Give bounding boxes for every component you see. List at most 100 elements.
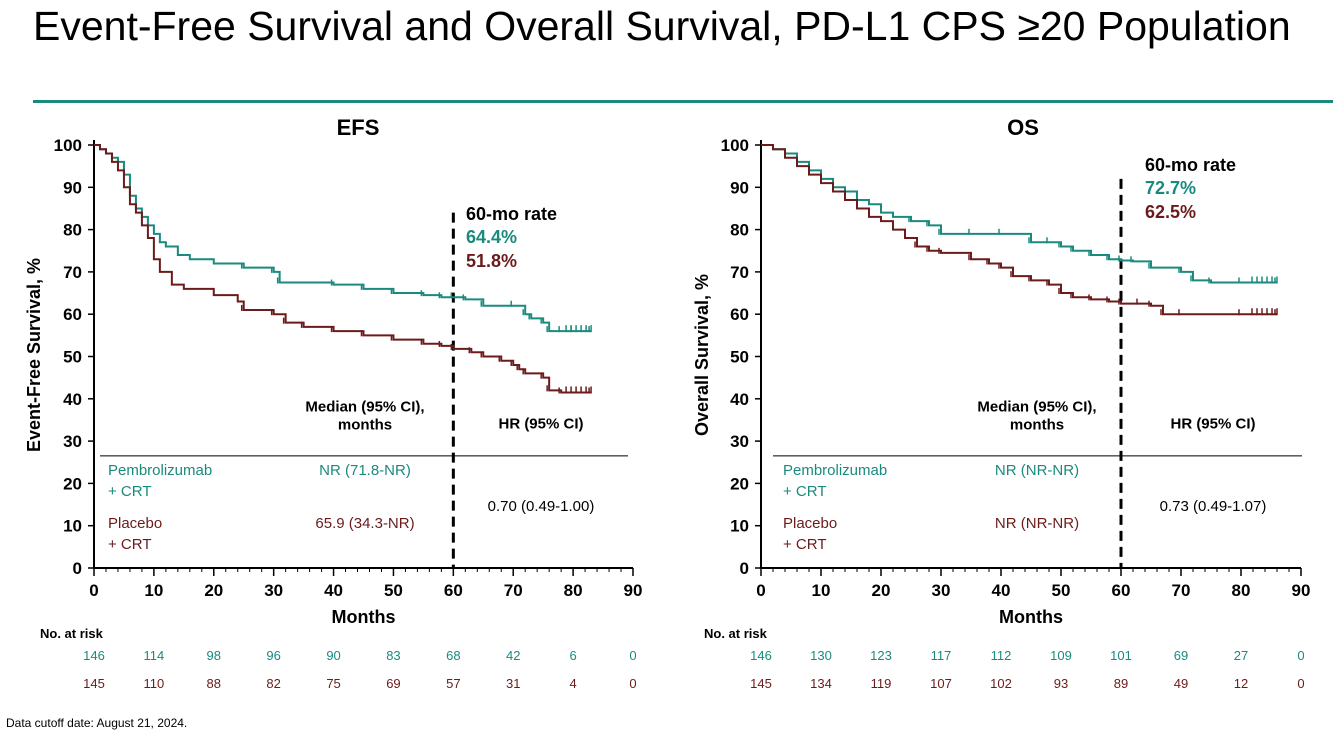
y-tick-label: 20 (63, 474, 82, 493)
x-tick-label: 60 (444, 581, 463, 600)
y-tick-label: 90 (63, 178, 82, 197)
km-curve-pembro (761, 144, 1277, 284)
at-risk-pembro: 69 (1174, 648, 1188, 663)
x-tick-label: 0 (89, 581, 98, 600)
x-tick-label: 0 (756, 581, 765, 600)
at-risk-pembro: 96 (266, 648, 280, 663)
y-tick-label: 20 (730, 474, 749, 493)
at-risk-placebo: 93 (1054, 676, 1068, 691)
arm-label-pembro-line2: + CRT (108, 483, 151, 500)
x-tick-label: 80 (564, 581, 583, 600)
x-axis-label: Months (332, 607, 396, 627)
arm-label-placebo: Placebo (783, 515, 837, 532)
x-tick-label: 90 (624, 581, 643, 600)
median-header-line2: months (338, 417, 392, 434)
median-pembro: NR (NR-NR) (995, 462, 1079, 479)
y-axis-label: Overall Survival, % (692, 274, 712, 436)
x-axis-label: Months (999, 607, 1063, 627)
at-risk-placebo: 4 (569, 676, 576, 691)
x-tick-label: 90 (1292, 581, 1311, 600)
km-curve-placebo (94, 144, 592, 394)
at-risk-pembro: 146 (83, 648, 105, 663)
arm-label-placebo: Placebo (108, 515, 162, 532)
x-tick-label: 50 (1052, 581, 1071, 600)
km-curve-placebo (761, 144, 1277, 316)
y-tick-label: 50 (730, 348, 749, 367)
km-curve-pembro (94, 144, 592, 333)
median-header-line2: months (1010, 417, 1064, 434)
chart-title: OS (1007, 115, 1039, 140)
y-tick-label: 100 (54, 136, 82, 155)
at-risk-placebo: 0 (629, 676, 636, 691)
at-risk-placebo: 75 (326, 676, 340, 691)
at-risk-placebo: 31 (506, 676, 520, 691)
at-risk-placebo: 145 (750, 676, 772, 691)
at-risk-pembro: 83 (386, 648, 400, 663)
at-risk-pembro: 109 (1050, 648, 1072, 663)
y-tick-label: 100 (721, 136, 749, 155)
at-risk-pembro: 6 (569, 648, 576, 663)
arm-label-placebo-line2: + CRT (783, 536, 826, 553)
chart-title: EFS (337, 115, 380, 140)
hr-header: HR (95% CI) (1170, 415, 1255, 432)
median-placebo: NR (NR-NR) (995, 515, 1079, 532)
arm-label-pembro: Pembrolizumab (783, 462, 887, 479)
at-risk-pembro: 112 (991, 648, 1012, 663)
at-risk-pembro: 90 (326, 648, 340, 663)
y-tick-label: 70 (63, 263, 82, 282)
at-risk-pembro: 27 (1234, 648, 1248, 663)
x-tick-label: 40 (324, 581, 343, 600)
at-risk-placebo: 119 (871, 676, 892, 691)
at-risk-pembro: 0 (629, 648, 636, 663)
arm-label-pembro: Pembrolizumab (108, 462, 212, 479)
x-tick-label: 20 (204, 581, 223, 600)
y-tick-label: 0 (73, 559, 82, 578)
at-risk-pembro: 0 (1297, 648, 1304, 663)
at-risk-label: No. at risk (40, 626, 104, 641)
x-tick-label: 10 (144, 581, 163, 600)
hr-header: HR (95% CI) (498, 415, 583, 432)
median-placebo: 65.9 (34.3-NR) (315, 515, 414, 532)
rate-placebo: 62.5% (1145, 202, 1196, 222)
at-risk-placebo: 82 (266, 676, 280, 691)
x-tick-label: 60 (1112, 581, 1131, 600)
x-tick-label: 80 (1232, 581, 1251, 600)
at-risk-pembro: 42 (506, 648, 520, 663)
at-risk-pembro: 114 (144, 648, 165, 663)
arm-label-placebo-line2: + CRT (108, 536, 151, 553)
at-risk-placebo: 102 (990, 676, 1012, 691)
rate-pembro: 72.7% (1145, 178, 1196, 198)
at-risk-placebo: 0 (1297, 676, 1304, 691)
rate-placebo: 51.8% (466, 251, 517, 271)
at-risk-pembro: 101 (1110, 648, 1132, 663)
at-risk-placebo: 107 (930, 676, 952, 691)
at-risk-placebo: 57 (446, 676, 460, 691)
rate-header: 60-mo rate (1145, 155, 1236, 175)
median-header-line1: Median (95% CI), (305, 399, 424, 416)
at-risk-placebo: 134 (810, 676, 832, 691)
at-risk-pembro: 68 (446, 648, 460, 663)
y-tick-label: 80 (63, 221, 82, 240)
y-tick-label: 40 (63, 390, 82, 409)
x-tick-label: 30 (932, 581, 951, 600)
at-risk-placebo: 49 (1174, 676, 1188, 691)
y-tick-label: 60 (730, 305, 749, 324)
at-risk-pembro: 98 (207, 648, 221, 663)
x-tick-label: 50 (384, 581, 403, 600)
y-tick-label: 70 (730, 263, 749, 282)
rate-pembro: 64.4% (466, 227, 517, 247)
y-tick-label: 10 (730, 517, 749, 536)
median-header-line1: Median (95% CI), (977, 399, 1096, 416)
x-tick-label: 70 (504, 581, 523, 600)
title-divider (33, 100, 1333, 103)
y-tick-label: 50 (63, 348, 82, 367)
y-tick-label: 30 (730, 432, 749, 451)
at-risk-placebo: 89 (1114, 676, 1128, 691)
slide-title: Event-Free Survival and Overall Survival… (33, 3, 1291, 49)
y-tick-label: 10 (63, 517, 82, 536)
y-tick-label: 60 (63, 305, 82, 324)
x-tick-label: 40 (992, 581, 1011, 600)
rate-header: 60-mo rate (466, 204, 557, 224)
arm-label-pembro-line2: + CRT (783, 483, 826, 500)
